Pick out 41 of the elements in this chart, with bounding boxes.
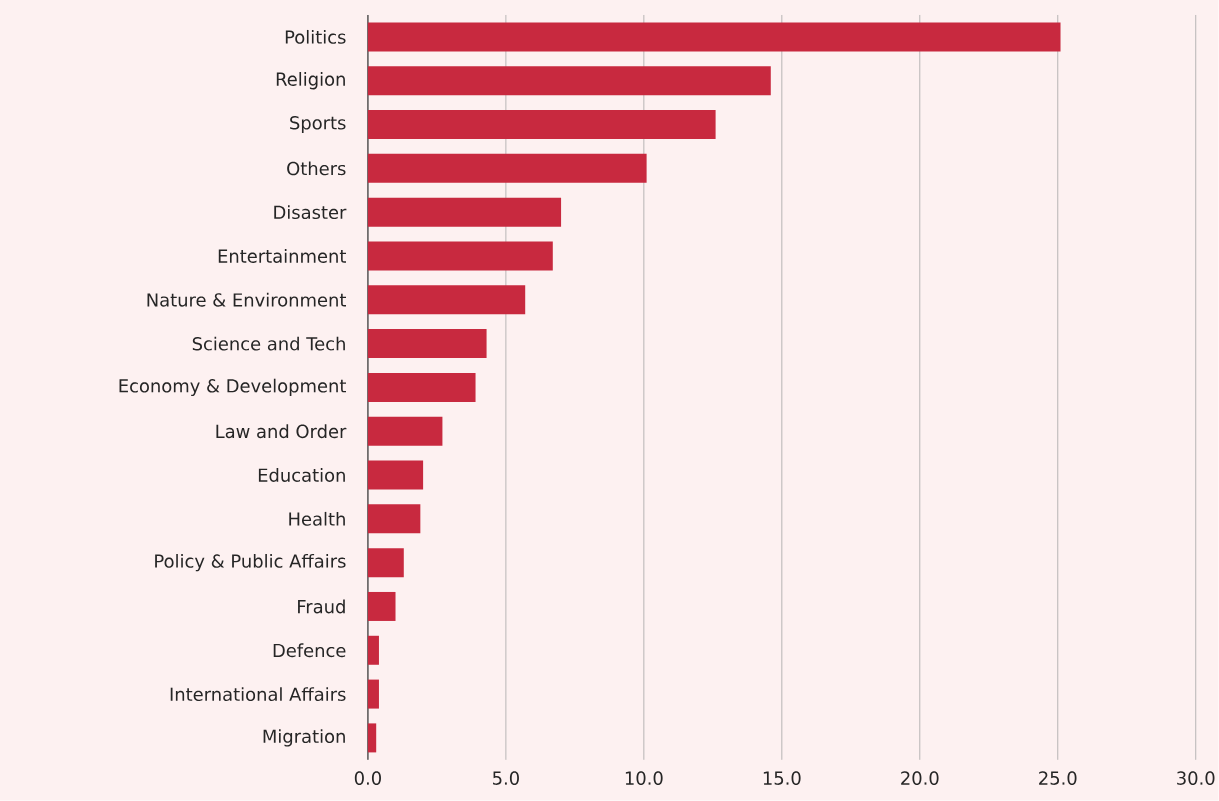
y-tick-label: Nature & Environment <box>147 292 346 307</box>
bar <box>367 197 562 227</box>
bar <box>367 110 716 140</box>
bar <box>367 548 404 578</box>
x-tick-label: 5.0 <box>493 771 519 785</box>
y-tick-label: International Affairs <box>170 687 346 702</box>
x-tick-label: 15.0 <box>763 771 801 785</box>
bar <box>367 504 421 534</box>
bar <box>367 635 379 665</box>
y-tick-label: Fraud <box>298 599 345 614</box>
bar <box>367 723 377 753</box>
x-tick-label: 25.0 <box>1039 771 1077 785</box>
x-tick-label: 30.0 <box>1177 771 1215 785</box>
y-tick-label: Migration <box>263 729 345 747</box>
y-tick-label: Policy & Public Affairs <box>155 554 346 572</box>
y-tick-label: Sports <box>290 116 346 134</box>
y-tick-label: Science and Tech <box>192 336 345 351</box>
y-tick-label: Education <box>258 468 345 483</box>
bar <box>367 592 396 622</box>
y-tick-label: Health <box>289 511 345 526</box>
y-tick-label: Religion <box>276 72 345 90</box>
bar <box>367 22 1061 52</box>
bar <box>367 153 647 183</box>
bar <box>367 679 379 709</box>
y-tick-label: Disaster <box>274 205 347 220</box>
bar <box>367 372 476 402</box>
y-tick-label: Entertainment <box>218 249 346 263</box>
bar <box>367 66 771 96</box>
x-tick-label: 20.0 <box>901 771 939 785</box>
bar <box>367 241 553 271</box>
y-tick-label: Defence <box>273 643 346 658</box>
bar <box>367 416 443 446</box>
x-tick-label: 10.0 <box>625 771 663 785</box>
bar <box>367 460 424 490</box>
x-tick-label: 0.0 <box>354 771 381 785</box>
y-tick-label: Others <box>287 161 346 176</box>
y-tick-label: Politics <box>285 30 346 44</box>
bar <box>367 285 526 315</box>
y-tick-label: Law and Order <box>216 424 347 439</box>
bar <box>367 329 487 359</box>
y-tick-label: Economy & Development <box>119 378 346 397</box>
